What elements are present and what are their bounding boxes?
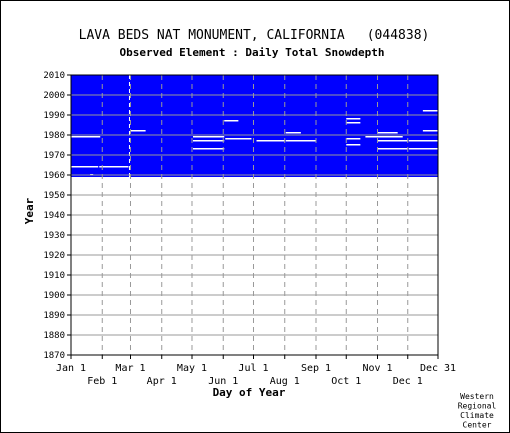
x-tick-label: May 1 — [177, 363, 207, 374]
data-gap — [377, 132, 398, 134]
y-tick-label: 1920 — [43, 251, 65, 261]
x-axis: Jan 1 Mar 1 May 1 Jul 1 Sep 1 Nov 1 Dec 31 Feb … — [56, 355, 456, 387]
x-tick-label: Jun 1 — [208, 376, 238, 387]
chart-title-name: LAVA BEDS NAT MONUMENT, CALIFORNIA — [79, 28, 345, 43]
data-gap — [99, 166, 129, 168]
y-tick-label: 2000 — [43, 91, 65, 101]
credit-line: Western — [460, 392, 494, 401]
x-tick-label: Aug 1 — [270, 376, 300, 387]
data-gap — [192, 136, 225, 138]
x-tick-label: Apr 1 — [147, 376, 177, 387]
data-gap — [71, 166, 99, 168]
data-gap — [130, 130, 146, 132]
data-gap — [422, 110, 438, 112]
data-gap — [192, 148, 225, 150]
y-axis: 1870 1880 1890 1900 1910 1920 1930 1940 1950 1960… — [43, 71, 71, 361]
y-tick-label: 1970 — [43, 151, 65, 161]
x-tick-label: Oct 1 — [331, 376, 361, 387]
data-gap — [224, 120, 239, 122]
data-gap — [365, 136, 403, 138]
data-gap — [192, 140, 225, 142]
y-tick-label: 1880 — [43, 331, 65, 341]
data-gap — [377, 148, 408, 150]
chart-title: LAVA BEDS NAT MONUMENT, CALIFORNIA (04483… — [79, 28, 430, 43]
data-gap — [71, 136, 101, 138]
y-tick-label: 2010 — [43, 71, 65, 81]
data-gap — [285, 132, 301, 134]
x-tick-label: Mar 1 — [115, 363, 145, 374]
credit-line: Center — [463, 421, 492, 430]
data-gap — [346, 118, 361, 120]
data-gap — [346, 122, 361, 124]
data-gap — [256, 140, 285, 142]
plot-area — [70, 74, 439, 356]
x-tick-label: Nov 1 — [362, 363, 392, 374]
data-gap — [346, 138, 361, 140]
x-tick-label: Dec 1 — [393, 376, 423, 387]
y-axis-label: Year — [23, 197, 36, 224]
data-gap — [377, 140, 408, 142]
y-tick-label: 1990 — [43, 111, 65, 121]
x-tick-label: Dec 31 — [420, 363, 456, 374]
x-tick-label: Sep 1 — [301, 363, 331, 374]
x-axis-label: Day of Year — [213, 386, 286, 399]
data-gap — [346, 178, 361, 180]
y-tick-label: 1890 — [43, 311, 65, 321]
x-tick-label: Jan 1 — [56, 363, 86, 374]
chart-subtitle: Observed Element : Daily Total Snowdepth — [120, 46, 385, 59]
x-tick-label: Feb 1 — [87, 376, 117, 387]
x-tick-label: Jul 1 — [238, 363, 268, 374]
data-gap — [285, 140, 317, 142]
y-tick-label: 1980 — [43, 131, 65, 141]
credit-line: Regional — [458, 402, 497, 411]
data-gap — [422, 130, 438, 132]
y-tick-label: 1930 — [43, 231, 65, 241]
y-tick-label: 1950 — [43, 191, 65, 201]
data-gap — [225, 138, 252, 140]
y-tick-label: 1910 — [43, 271, 65, 281]
data-gap — [346, 144, 361, 146]
credit-line: Climate — [460, 411, 494, 420]
data-coverage — [71, 75, 438, 177]
y-tick-label: 1960 — [43, 171, 65, 181]
y-tick-label: 1940 — [43, 211, 65, 221]
y-tick-label: 1900 — [43, 291, 65, 301]
data-gap — [408, 140, 438, 142]
data-gap — [408, 148, 438, 150]
station-id: (044838) — [367, 28, 430, 43]
y-tick-label: 1870 — [43, 351, 65, 361]
